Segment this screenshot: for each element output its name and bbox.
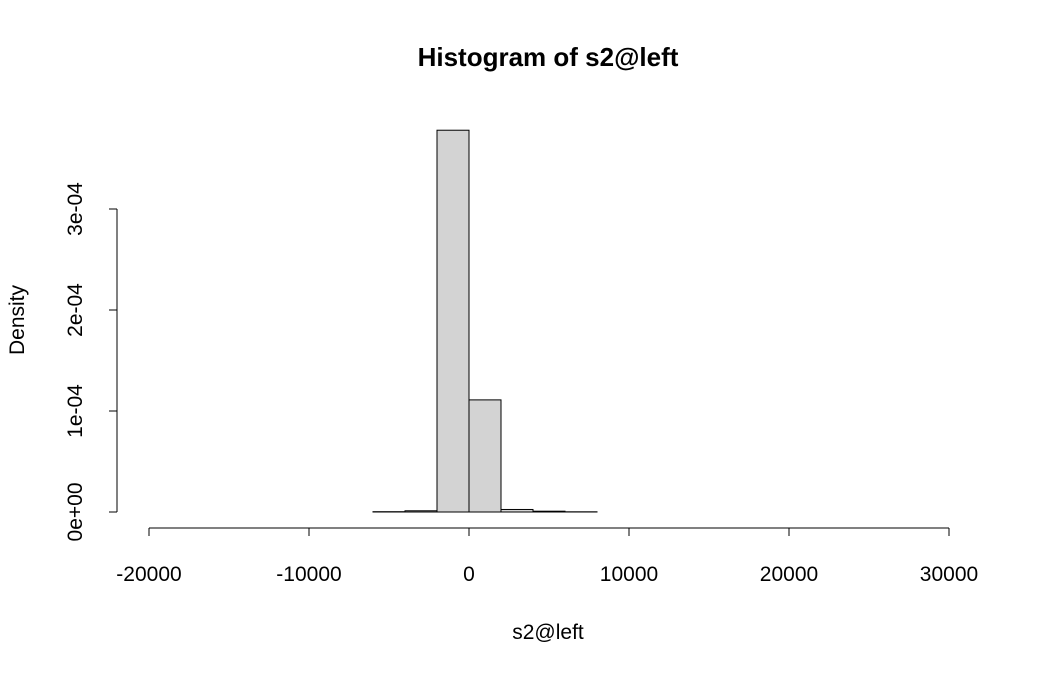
histogram-bar [468,399,502,513]
x-tick-label: 30000 [920,563,978,586]
histogram-bar [532,510,566,513]
y-tick-label: 2e-04 [64,283,87,337]
y-axis: 0e+00 1e-04 2e-04 3e-04 [64,182,118,542]
y-axis-label: Density [6,284,29,355]
chart-title: Histogram of s2@left [418,42,679,72]
x-axis-label: s2@left [512,621,584,644]
histogram-bars [372,129,598,513]
x-tick-label: 10000 [600,563,658,586]
y-tick-label: 3e-04 [64,182,87,236]
histogram-bar [500,508,534,513]
x-tick-label: 20000 [760,563,818,586]
x-axis: -20000 -10000 0 10000 20000 30000 [116,527,978,586]
x-tick-label: -10000 [276,563,341,586]
histogram-bar [436,129,470,513]
x-tick-label: 0 [463,563,475,586]
y-tick-label: 0e+00 [64,483,87,542]
y-tick-label: 1e-04 [64,384,87,438]
histogram-bar [404,510,438,513]
x-tick-label: -20000 [116,563,181,586]
